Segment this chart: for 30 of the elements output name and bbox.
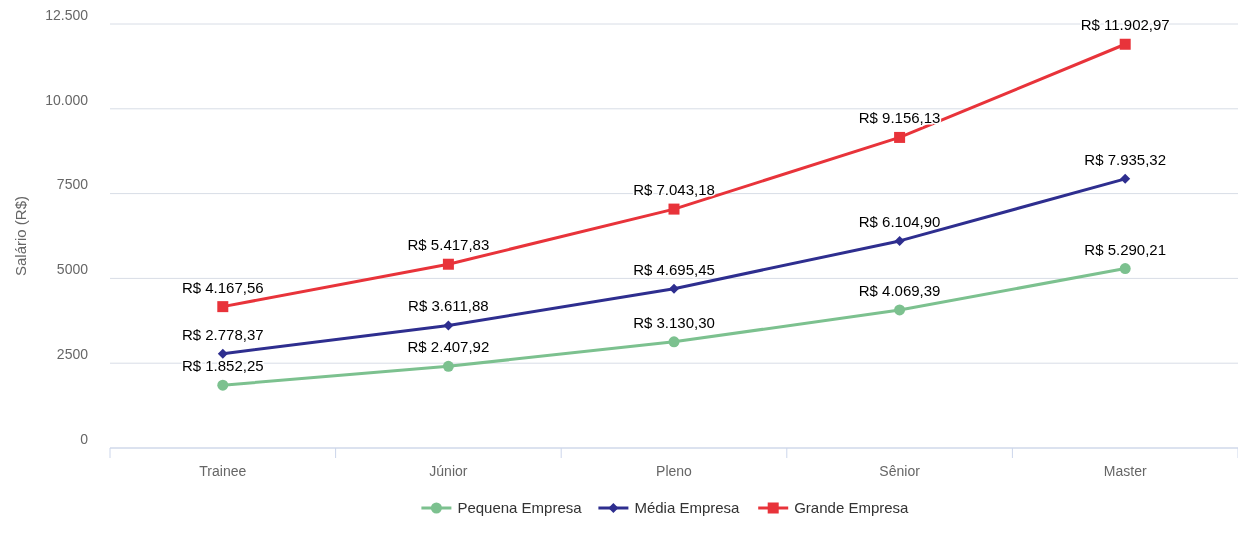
- legend-label: Pequena Empresa: [457, 499, 583, 517]
- x-tick-label: Pleno: [656, 463, 693, 479]
- x-tick-label: Trainee: [199, 463, 247, 479]
- legend-label: Grande Empresa: [794, 499, 910, 517]
- data-label: R$ 9.156,13: [858, 109, 941, 127]
- data-label: R$ 5.290,21: [1084, 240, 1167, 258]
- data-label: R$ 3.130,30: [633, 313, 715, 331]
- y-tick-label: 7500: [56, 176, 89, 193]
- x-tick-label: Júnior: [429, 463, 468, 479]
- x-tick-label: Sênior: [879, 463, 921, 479]
- data-label: R$ 4.167,56: [181, 278, 264, 296]
- y-tick-label: 0: [80, 430, 89, 447]
- y-tick-label: 10.000: [45, 91, 89, 108]
- data-label: R$ 6.104,90: [858, 212, 941, 230]
- data-label: R$ 2.407,92: [407, 338, 490, 356]
- x-tick-label: Master: [1103, 463, 1147, 479]
- legend-label: Média Empresa: [634, 499, 741, 517]
- data-label: R$ 3.611,88: [408, 297, 489, 315]
- data-label: R$ 4.069,39: [858, 281, 941, 299]
- y-tick-label: 12.500: [45, 6, 89, 23]
- data-label: R$ 7.935,32: [1084, 150, 1167, 168]
- data-label: R$ 2.778,37: [181, 325, 264, 343]
- data-label: R$ 4.695,45: [633, 260, 715, 278]
- y-tick-label: 2500: [56, 346, 89, 362]
- data-label: R$ 5.417,83: [407, 236, 490, 254]
- data-label: R$ 1.852,25: [181, 357, 264, 375]
- data-label: R$ 7.043,18: [633, 181, 715, 199]
- data-label: R$ 11.902,97: [1080, 16, 1170, 34]
- y-tick-label: 5000: [56, 261, 89, 278]
- y-axis-title: Salário (R$): [12, 195, 29, 277]
